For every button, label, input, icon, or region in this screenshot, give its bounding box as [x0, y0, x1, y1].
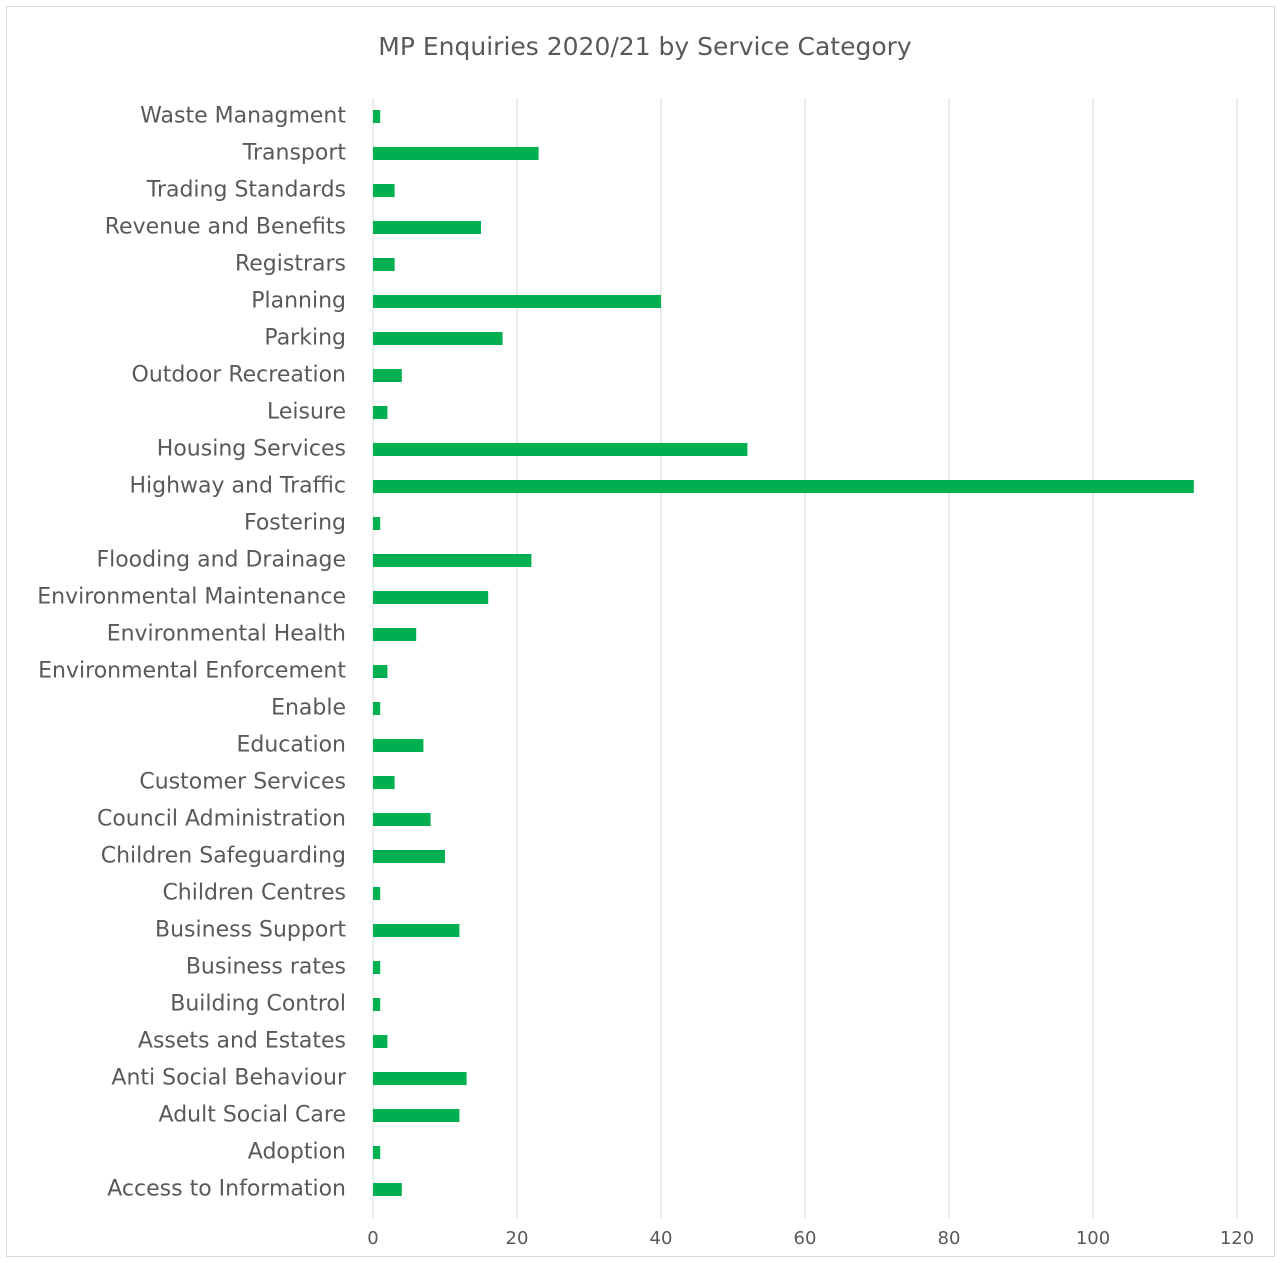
bar: [373, 443, 748, 456]
y-tick-label: Trading Standards: [146, 178, 346, 203]
y-tick-label: Flooding and Drainage: [96, 548, 346, 573]
bar: [373, 184, 395, 197]
bar: [373, 924, 460, 937]
bar: [373, 961, 381, 974]
bar: [373, 110, 381, 123]
y-tick-label: Adult Social Care: [159, 1103, 346, 1128]
y-tick-label: Outdoor Recreation: [132, 363, 346, 388]
bar: [373, 813, 431, 826]
y-tick-label: Adoption: [248, 1140, 346, 1165]
bar: [373, 258, 395, 271]
y-tick-label: Leisure: [267, 400, 346, 425]
y-tick-label: Business Support: [155, 918, 346, 943]
y-tick-label: Council Administration: [97, 807, 346, 832]
x-tick-label: 40: [650, 1228, 673, 1249]
bar: [373, 887, 381, 900]
y-tick-label: Children Centres: [162, 881, 346, 906]
x-tick-label: 120: [1220, 1228, 1254, 1249]
bar: [373, 1072, 467, 1085]
y-tick-label: Highway and Traffic: [129, 474, 346, 499]
bar: [373, 221, 481, 234]
bar: [373, 147, 539, 160]
bar: [373, 665, 388, 678]
y-tick-label: Environmental Enforcement: [38, 659, 346, 684]
y-tick-label: Registrars: [235, 252, 346, 277]
y-tick-label: Parking: [264, 326, 346, 351]
y-tick-label: Transport: [242, 141, 347, 166]
y-tick-label: Environmental Health: [107, 622, 346, 647]
bar: [373, 480, 1194, 493]
y-tick-label: Building Control: [170, 992, 346, 1017]
bar: [373, 369, 402, 382]
y-tick-label: Anti Social Behaviour: [111, 1066, 347, 1091]
bar: [373, 628, 417, 641]
bar: [373, 1183, 402, 1196]
y-tick-label: Environmental Maintenance: [37, 585, 346, 610]
bar: [373, 517, 381, 530]
y-tick-label: Fostering: [244, 511, 346, 536]
bar: [373, 702, 381, 715]
x-tick-label: 100: [1076, 1228, 1110, 1249]
y-tick-label: Enable: [271, 696, 346, 721]
y-tick-label: Education: [236, 733, 346, 758]
x-tick-label: 80: [938, 1228, 961, 1249]
bar: [373, 850, 445, 863]
y-tick-label: Waste Managment: [140, 104, 346, 129]
y-tick-label: Access to Information: [107, 1177, 346, 1202]
bar: [373, 554, 532, 567]
chart-title: MP Enquiries 2020/21 by Service Category: [378, 32, 912, 61]
chart-frame: [6, 6, 1275, 1257]
x-tick-label: 0: [367, 1228, 378, 1249]
bar: [373, 1109, 460, 1122]
y-tick-label: Children Safeguarding: [101, 844, 346, 869]
bar: [373, 332, 503, 345]
bar: [373, 998, 381, 1011]
y-tick-label: Planning: [251, 289, 346, 314]
y-tick-label: Business rates: [186, 955, 346, 980]
x-tick-label: 60: [794, 1228, 817, 1249]
bar: [373, 776, 395, 789]
x-tick-label: 20: [506, 1228, 529, 1249]
y-tick-label: Assets and Estates: [138, 1029, 346, 1054]
bar: [373, 1146, 381, 1159]
bar: [373, 1035, 388, 1048]
bar: [373, 739, 424, 752]
y-tick-label: Housing Services: [157, 437, 346, 462]
bar: [373, 406, 388, 419]
y-tick-label: Revenue and Benefits: [105, 215, 346, 240]
bar: [373, 295, 661, 308]
y-tick-label: Customer Services: [139, 770, 346, 795]
bar: [373, 591, 489, 604]
